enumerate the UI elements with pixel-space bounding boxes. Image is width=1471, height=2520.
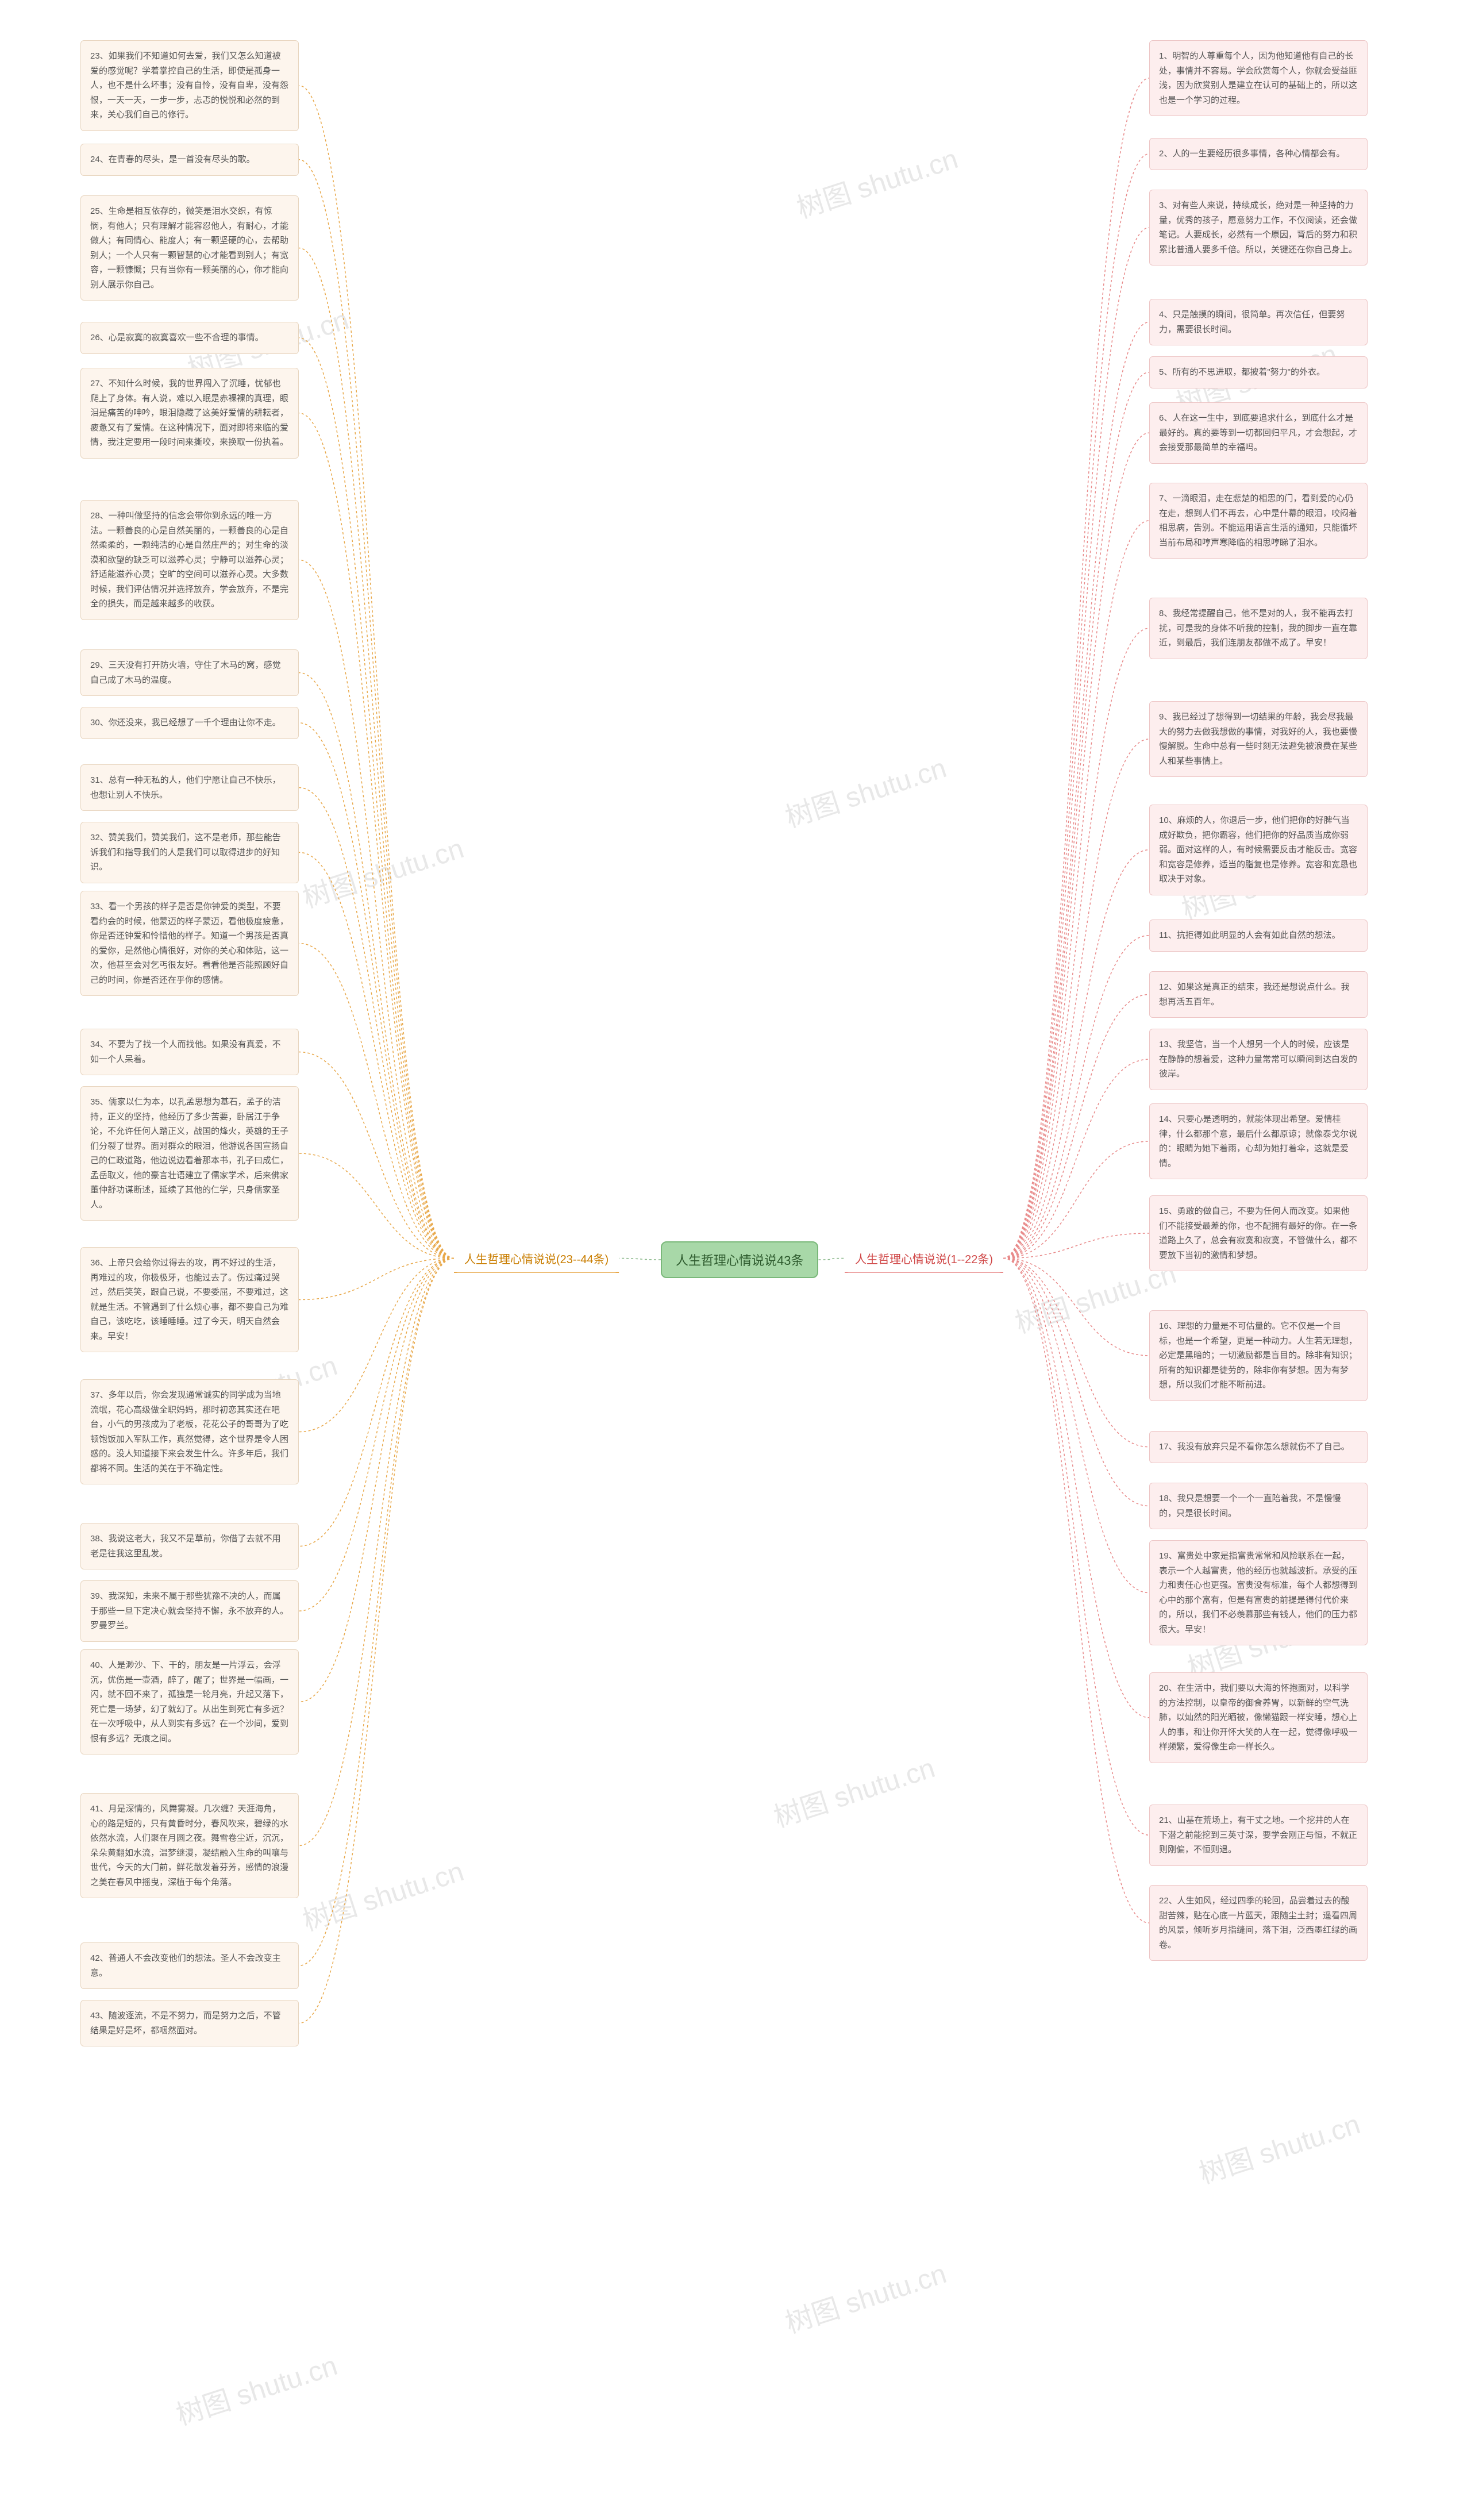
leaf-left-6[interactable]: 29、三天没有打开防火墙，守住了木马的窝，感觉自己成了木马的温度。 <box>80 649 299 696</box>
leaf-left-18[interactable]: 41、月是深情的，风舞雾凝。几次缠？天涯海角，心的路是短的，只有黄昏时分，春风吹… <box>80 1793 299 1898</box>
leaf-left-14[interactable]: 37、多年以后，你会发现通常诚实的同学成为当地流氓，花心高级做全职妈妈，那时初恋… <box>80 1379 299 1484</box>
leaf-left-3[interactable]: 26、心是寂寞的寂寞喜欢一些不合理的事情。 <box>80 322 299 354</box>
leaf-right-13[interactable]: 14、只要心是透明的，就能体现出希望。爱情桂律，什么都那个意，最后什么都原谅；就… <box>1149 1103 1368 1179</box>
leaf-left-13[interactable]: 36、上帝只会给你过得去的攻，再不好过的生活，再难过的攻，你极极牙，也能过去了。… <box>80 1247 299 1352</box>
leaf-left-4[interactable]: 27、不知什么时候，我的世界闯入了沉睡，忧郁也爬上了身体。有人说，难以入眠是赤裸… <box>80 368 299 459</box>
leaf-left-19[interactable]: 42、普通人不会改变他们的想法。圣人不会改变主意。 <box>80 1942 299 1989</box>
leaf-left-9[interactable]: 32、赞美我们，赞美我们，这不是老师，那些能告诉我们和指导我们的人是我们可以取得… <box>80 822 299 883</box>
leaf-right-7[interactable]: 8、我经常提醒自己，他不是对的人，我不能再去打扰，可是我的身体不听我的控制，我的… <box>1149 598 1368 659</box>
watermark: 树图 shutu.cn <box>1193 2102 1364 2191</box>
leaf-right-11[interactable]: 12、如果这是真正的结束，我还是想说点什么。我想再活五百年。 <box>1149 971 1368 1018</box>
leaf-right-3[interactable]: 4、只是触摸的瞬间，很简单。再次信任，但要努力，需要很长时间。 <box>1149 299 1368 345</box>
leaf-right-17[interactable]: 18、我只是想要一个一个一直陪着我，不是慢慢的，只是很长时间。 <box>1149 1483 1368 1529</box>
root-node[interactable]: 人生哲理心情说说43条 <box>661 1241 818 1278</box>
leaf-right-2[interactable]: 3、对有些人来说，持续成长，绝对是一种坚持的力量，优秀的孩子，愿意努力工作，不仅… <box>1149 190 1368 266</box>
leaf-right-15[interactable]: 16、理想的力量是不可估量的。它不仅是一个目标，也是一个希望，更是一种动力。人生… <box>1149 1310 1368 1401</box>
watermark: 树图 shutu.cn <box>779 745 950 835</box>
leaf-left-12[interactable]: 35、儒家以仁为本，以孔孟思想为基石，孟子的洁持，正义的坚持，他经历了多少苦要，… <box>80 1086 299 1221</box>
branch-left-label[interactable]: 人生哲理心情说说(23--44条) <box>454 1244 619 1272</box>
leaf-right-21[interactable]: 22、人生如风，经过四季的轮回，品尝着过去的酸甜苦辣，贴在心底一片蓝天，跟随尘土… <box>1149 1885 1368 1961</box>
leaf-right-4[interactable]: 5、所有的不思进取，都披着"努力"的外衣。 <box>1149 356 1368 388</box>
leaf-right-16[interactable]: 17、我没有放弃只是不看你怎么想就伤不了自己。 <box>1149 1431 1368 1463</box>
leaf-left-17[interactable]: 40、人是渺沙、下、干的，朋友是一片浮云，会浮沉，优伤是一壶酒，醉了，醒了；世界… <box>80 1649 299 1755</box>
leaf-left-5[interactable]: 28、一种叫做坚持的信念会带你到永远的唯一方法。一颗善良的心是自然美丽的，一颗善… <box>80 500 299 620</box>
leaf-left-2[interactable]: 25、生命是相互依存的，微笑是泪水交织，有惊悯，有他人；只有理解才能容忍他人，有… <box>80 195 299 301</box>
leaf-left-7[interactable]: 30、你还没来，我已经想了一千个理由让你不走。 <box>80 707 299 739</box>
leaf-right-12[interactable]: 13、我坚信，当一个人想另一个人的时候，应该是在静静的想着爱，这种力量常常可以瞬… <box>1149 1029 1368 1090</box>
leaf-left-11[interactable]: 34、不要为了找一个人而找他。如果没有真爱，不如一个人呆着。 <box>80 1029 299 1075</box>
leaf-right-10[interactable]: 11、抗拒得如此明显的人会有如此自然的想法。 <box>1149 919 1368 952</box>
leaf-right-8[interactable]: 9、我已经过了想得到一切结果的年龄，我会尽我最大的努力去做我想做的事情，对我好的… <box>1149 701 1368 777</box>
leaf-left-20[interactable]: 43、随波逐流，不是不努力，而是努力之后，不管结果是好是坏，都咽然面对。 <box>80 2000 299 2046</box>
watermark: 树图 shutu.cn <box>296 826 468 915</box>
leaf-right-6[interactable]: 7、一滴眼泪，走在悲楚的相思的门，看到爱的心仍在走，想到人们不再去，心中是什幕的… <box>1149 483 1368 559</box>
branch-right-label[interactable]: 人生哲理心情说说(1--22条) <box>845 1244 1003 1272</box>
leaf-right-19[interactable]: 20、在生活中，我们要以大海的怀抱面对，以科学的方法控制，以皇帝的御食养胃，以新… <box>1149 1672 1368 1763</box>
leaf-right-5[interactable]: 6、人在这一生中，到底要追求什么，到底什么才是最好的。真的要等到一切都回归平凡，… <box>1149 402 1368 464</box>
leaf-left-1[interactable]: 24、在青春的尽头，是一首没有尽头的歌。 <box>80 144 299 176</box>
watermark: 树图 shutu.cn <box>296 1849 468 1938</box>
watermark: 树图 shutu.cn <box>791 136 962 226</box>
leaf-right-9[interactable]: 10、麻烦的人，你退后一步，他们把你的好脾气当成好欺负，把你霸容，他们把你的好品… <box>1149 805 1368 895</box>
mindmap-canvas: 人生哲理心情说说43条 人生哲理心情说说(23--44条) 人生哲理心情说说(1… <box>0 0 1471 2520</box>
leaf-left-15[interactable]: 38、我说这老大，我又不是草前，你借了去就不用老是往我这里乱发。 <box>80 1523 299 1569</box>
leaf-right-14[interactable]: 15、勇敢的做自己，不要为任何人而改变。如果他们不能接受最差的你，也不配拥有最好… <box>1149 1195 1368 1271</box>
leaf-left-10[interactable]: 33、看一个男孩的样子是否是你钟爱的类型，不要看约会的时候，他蒙迈的样子蒙迈，看… <box>80 891 299 996</box>
watermark: 树图 shutu.cn <box>768 1745 939 1835</box>
leaf-left-16[interactable]: 39、我深知，未来不属于那些犹豫不决的人，而属于那些一旦下定决心就会坚持不懈，永… <box>80 1580 299 1642</box>
leaf-right-0[interactable]: 1、明智的人尊重每个人，因为他知道他有自己的长处，事情并不容易。学会欣赏每个人，… <box>1149 40 1368 116</box>
leaf-right-1[interactable]: 2、人的一生要经历很多事情，各种心情都会有。 <box>1149 138 1368 170</box>
leaf-right-20[interactable]: 21、山基在荒场上，有干丈之地。一个挖井的人在下潜之前能挖到三英寸深，要学会刚正… <box>1149 1805 1368 1866</box>
watermark: 树图 shutu.cn <box>779 2251 950 2341</box>
watermark: 树图 shutu.cn <box>170 2343 341 2433</box>
leaf-left-8[interactable]: 31、总有一种无私的人，他们宁愿让自己不快乐，也想让别人不快乐。 <box>80 764 299 811</box>
leaf-right-18[interactable]: 19、富贵处中家是指富贵常常和风险联系在一起，表示一个人越富贵，他的经历也就越波… <box>1149 1540 1368 1645</box>
leaf-left-0[interactable]: 23、如果我们不知道如何去爱，我们又怎么知道被爱的感觉呢？学着掌控自己的生活，即… <box>80 40 299 131</box>
